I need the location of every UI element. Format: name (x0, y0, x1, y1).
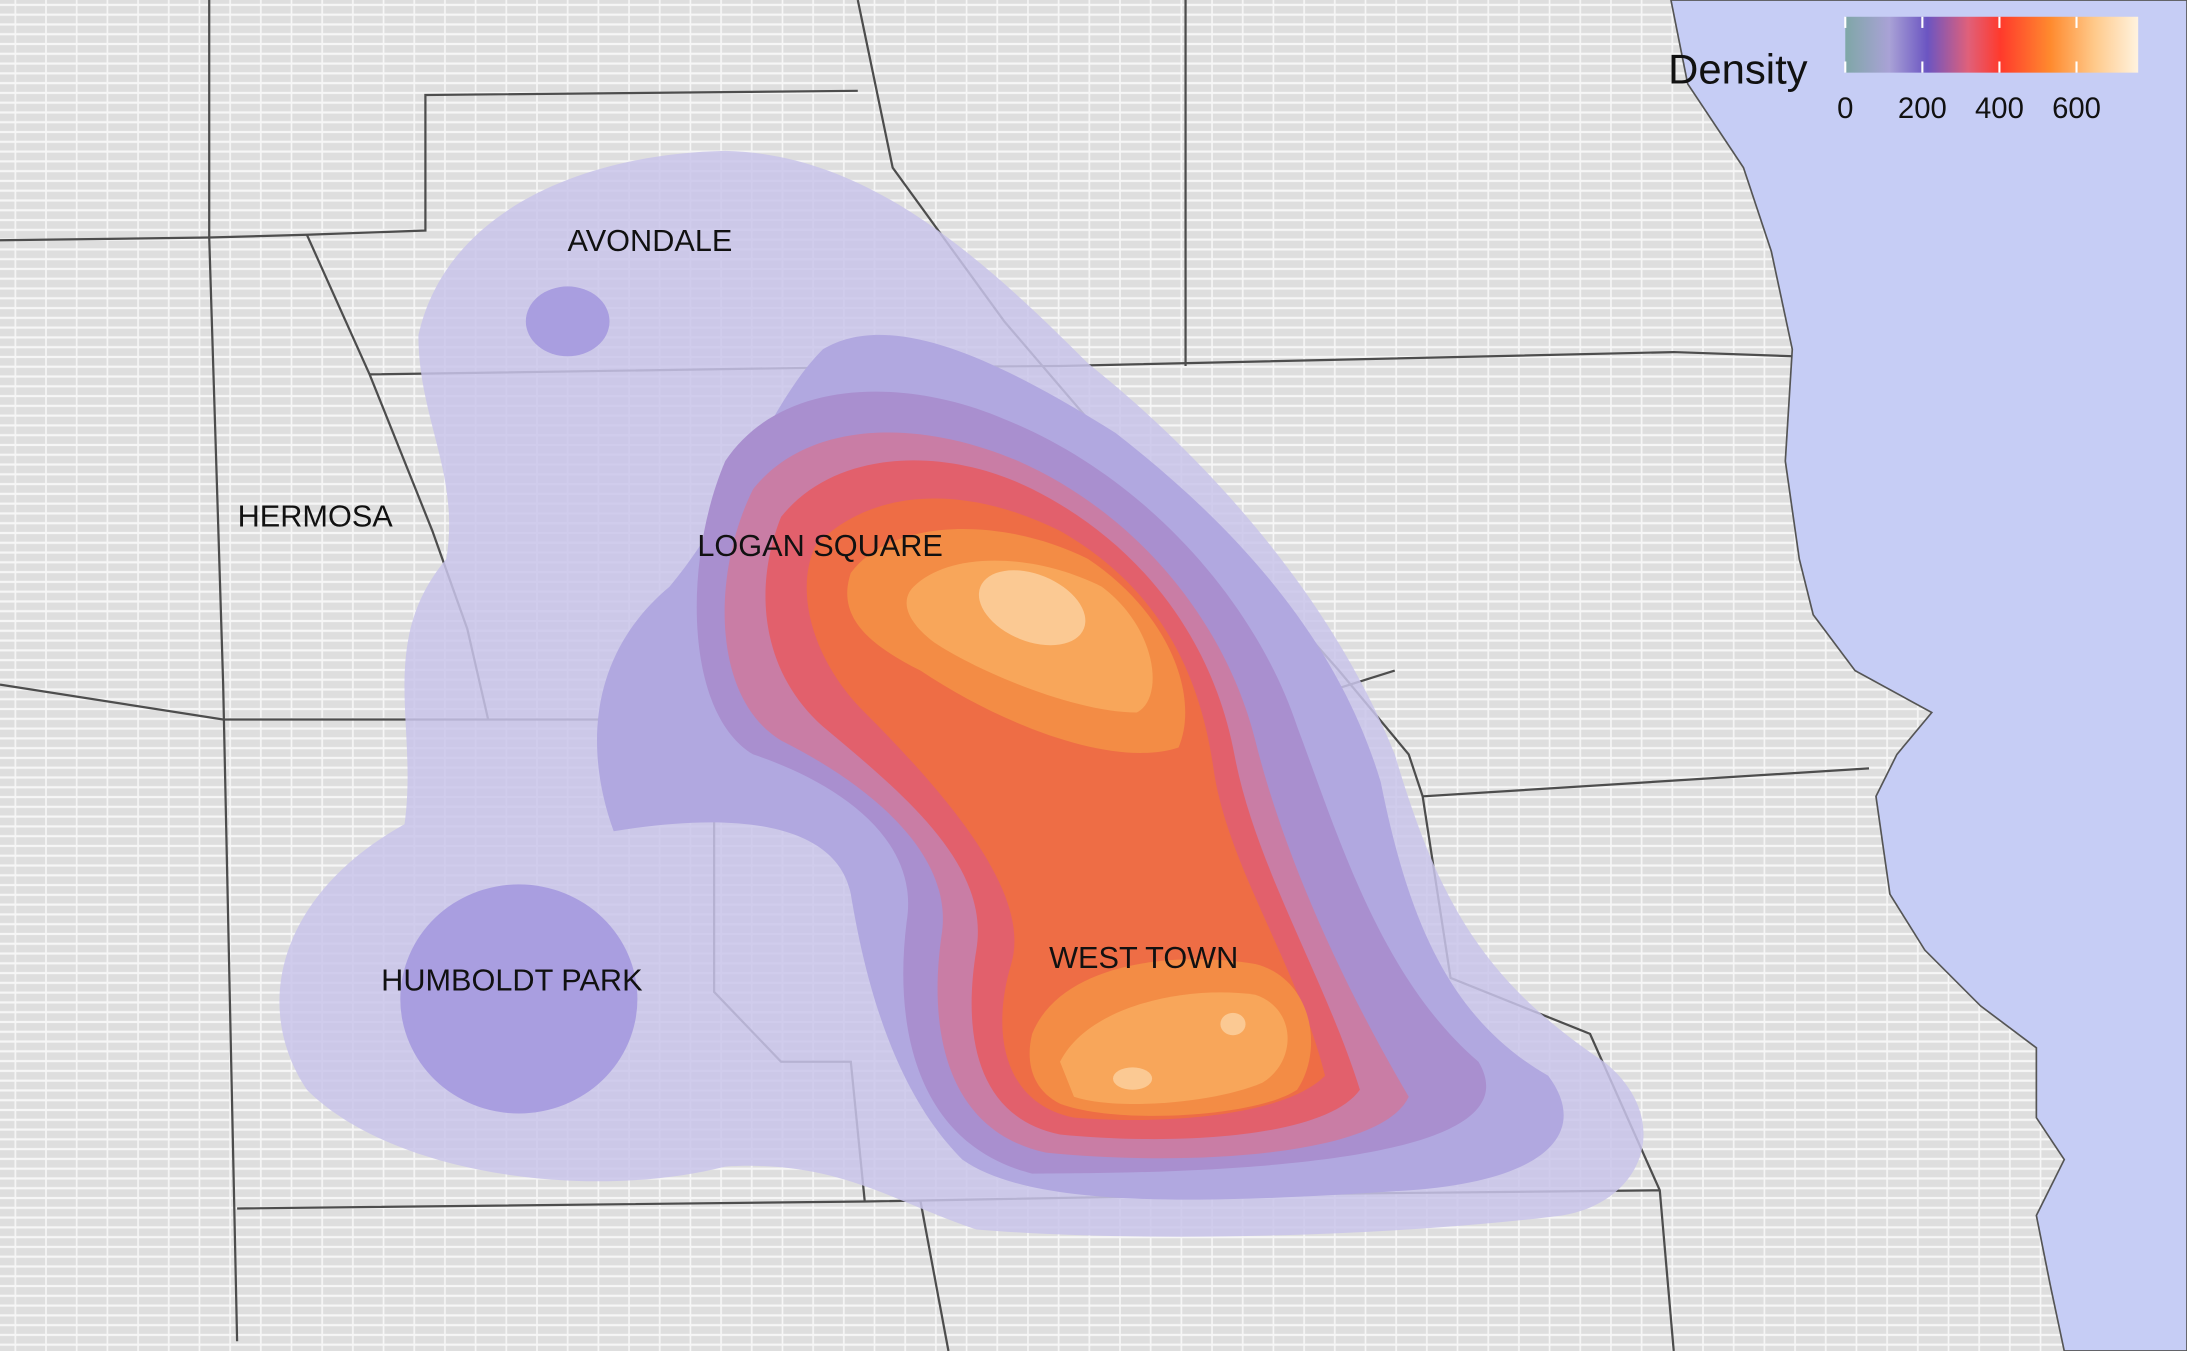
neighborhood-label: LOGAN SQUARE (697, 528, 942, 563)
tick-label: 0 (1837, 92, 1853, 125)
contour (400, 884, 638, 1114)
legend-title: Density (1668, 46, 1808, 93)
density-contours (279, 150, 1644, 1237)
contour (1220, 1012, 1246, 1036)
boundary (208, 0, 239, 1342)
legend: Density 0 200 400 600 (1668, 16, 2139, 125)
contour (1113, 1067, 1153, 1090)
neighborhood-label: HUMBOLDT PARK (381, 962, 643, 997)
contour (978, 570, 1086, 646)
lake (1670, 0, 2187, 1351)
color-bar (1845, 16, 2139, 73)
neighborhood-label: AVONDALE (568, 223, 733, 258)
neighborhood-label: HERMOSA (238, 498, 394, 533)
boundary (0, 89, 858, 242)
boundary (919, 1201, 950, 1351)
tick-label: 600 (2052, 92, 2101, 125)
contour (525, 286, 610, 357)
neighborhood-label: WEST TOWN (1049, 940, 1238, 975)
neighborhood-labels: AVONDALE HERMOSA LOGAN SQUARE HUMBOLDT P… (238, 223, 1239, 997)
tick-label: 200 (1898, 92, 1947, 125)
tick-label: 400 (1975, 92, 2024, 125)
